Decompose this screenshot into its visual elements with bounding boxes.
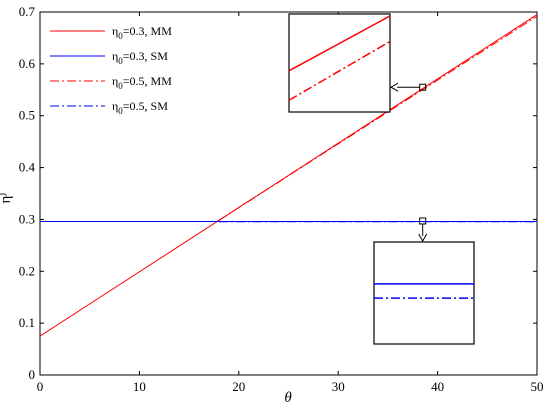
legend-label: η0=0.3, MM (112, 24, 172, 41)
legend-label-rest: =0.3, SM (123, 49, 168, 63)
zoom-arrowhead (418, 233, 428, 243)
x-tick-label: 30 (332, 379, 345, 394)
legend-label: η0=0.3, SM (112, 49, 168, 66)
legend-label: η0=0.5, MM (112, 74, 172, 91)
legend-label-subscript: 0 (118, 56, 123, 66)
legend-label-rest: =0.3, MM (123, 24, 172, 38)
legend-label: η0=0.5, SM (112, 99, 168, 116)
y-tick-label: 0.7 (19, 4, 36, 19)
legend-label-subscript: 0 (118, 31, 123, 41)
axis-ticks: 0 10 20 30 40 50 0 0.1 0.2 0.3 0.4 0.5 0.6 0.7 (19, 4, 544, 394)
series-layer (40, 14, 537, 337)
inset-line (288, 15, 391, 72)
x-tick-label: 0 (37, 379, 44, 394)
legend-label-subscript: 0 (118, 81, 123, 91)
legend-item: η0=0.3, SM (50, 49, 168, 66)
y-tick-label: 0.3 (19, 211, 35, 226)
x-axis-label: θ (284, 390, 292, 406)
y-axis-label-superscript: j (0, 193, 7, 197)
y-tick-label: 0.6 (19, 56, 36, 71)
y-axis-label-symbol: η (0, 195, 14, 203)
legend-item: η0=0.5, MM (50, 74, 172, 91)
y-tick-label: 0.2 (19, 263, 35, 278)
y-axis-label: ηj (0, 193, 14, 204)
series-line-1 (40, 14, 537, 337)
x-tick-label: 10 (133, 379, 146, 394)
inset-frame (288, 13, 391, 113)
legend-item: η0=0.5, SM (50, 99, 168, 116)
legend-label-rest: =0.5, SM (123, 99, 168, 113)
x-tick-label: 20 (232, 379, 245, 394)
legend-label-rest: =0.5, MM (123, 74, 172, 88)
series-line-3 (218, 15, 537, 221)
zoom-inset-2 (373, 217, 475, 345)
zoom-inset-1 (288, 13, 427, 113)
legend-label-symbol: η (112, 99, 118, 113)
x-tick-label: 50 (531, 379, 544, 394)
insets-layer (288, 13, 475, 345)
x-tick-label: 40 (431, 379, 444, 394)
legend-label-subscript: 0 (118, 106, 123, 116)
inset-line (288, 40, 391, 101)
y-tick-label: 0.4 (19, 160, 36, 175)
legend-label-symbol: η (112, 74, 118, 88)
y-tick-label: 0.5 (19, 108, 35, 123)
inset-frame (373, 241, 475, 345)
y-tick-label: 0.1 (19, 315, 35, 330)
y-tick-label: 0 (29, 367, 36, 382)
legend-item: η0=0.3, MM (50, 24, 172, 41)
legend-label-symbol: η (112, 24, 118, 38)
zoom-arrowhead (389, 82, 399, 92)
legend-label-symbol: η (112, 49, 118, 63)
